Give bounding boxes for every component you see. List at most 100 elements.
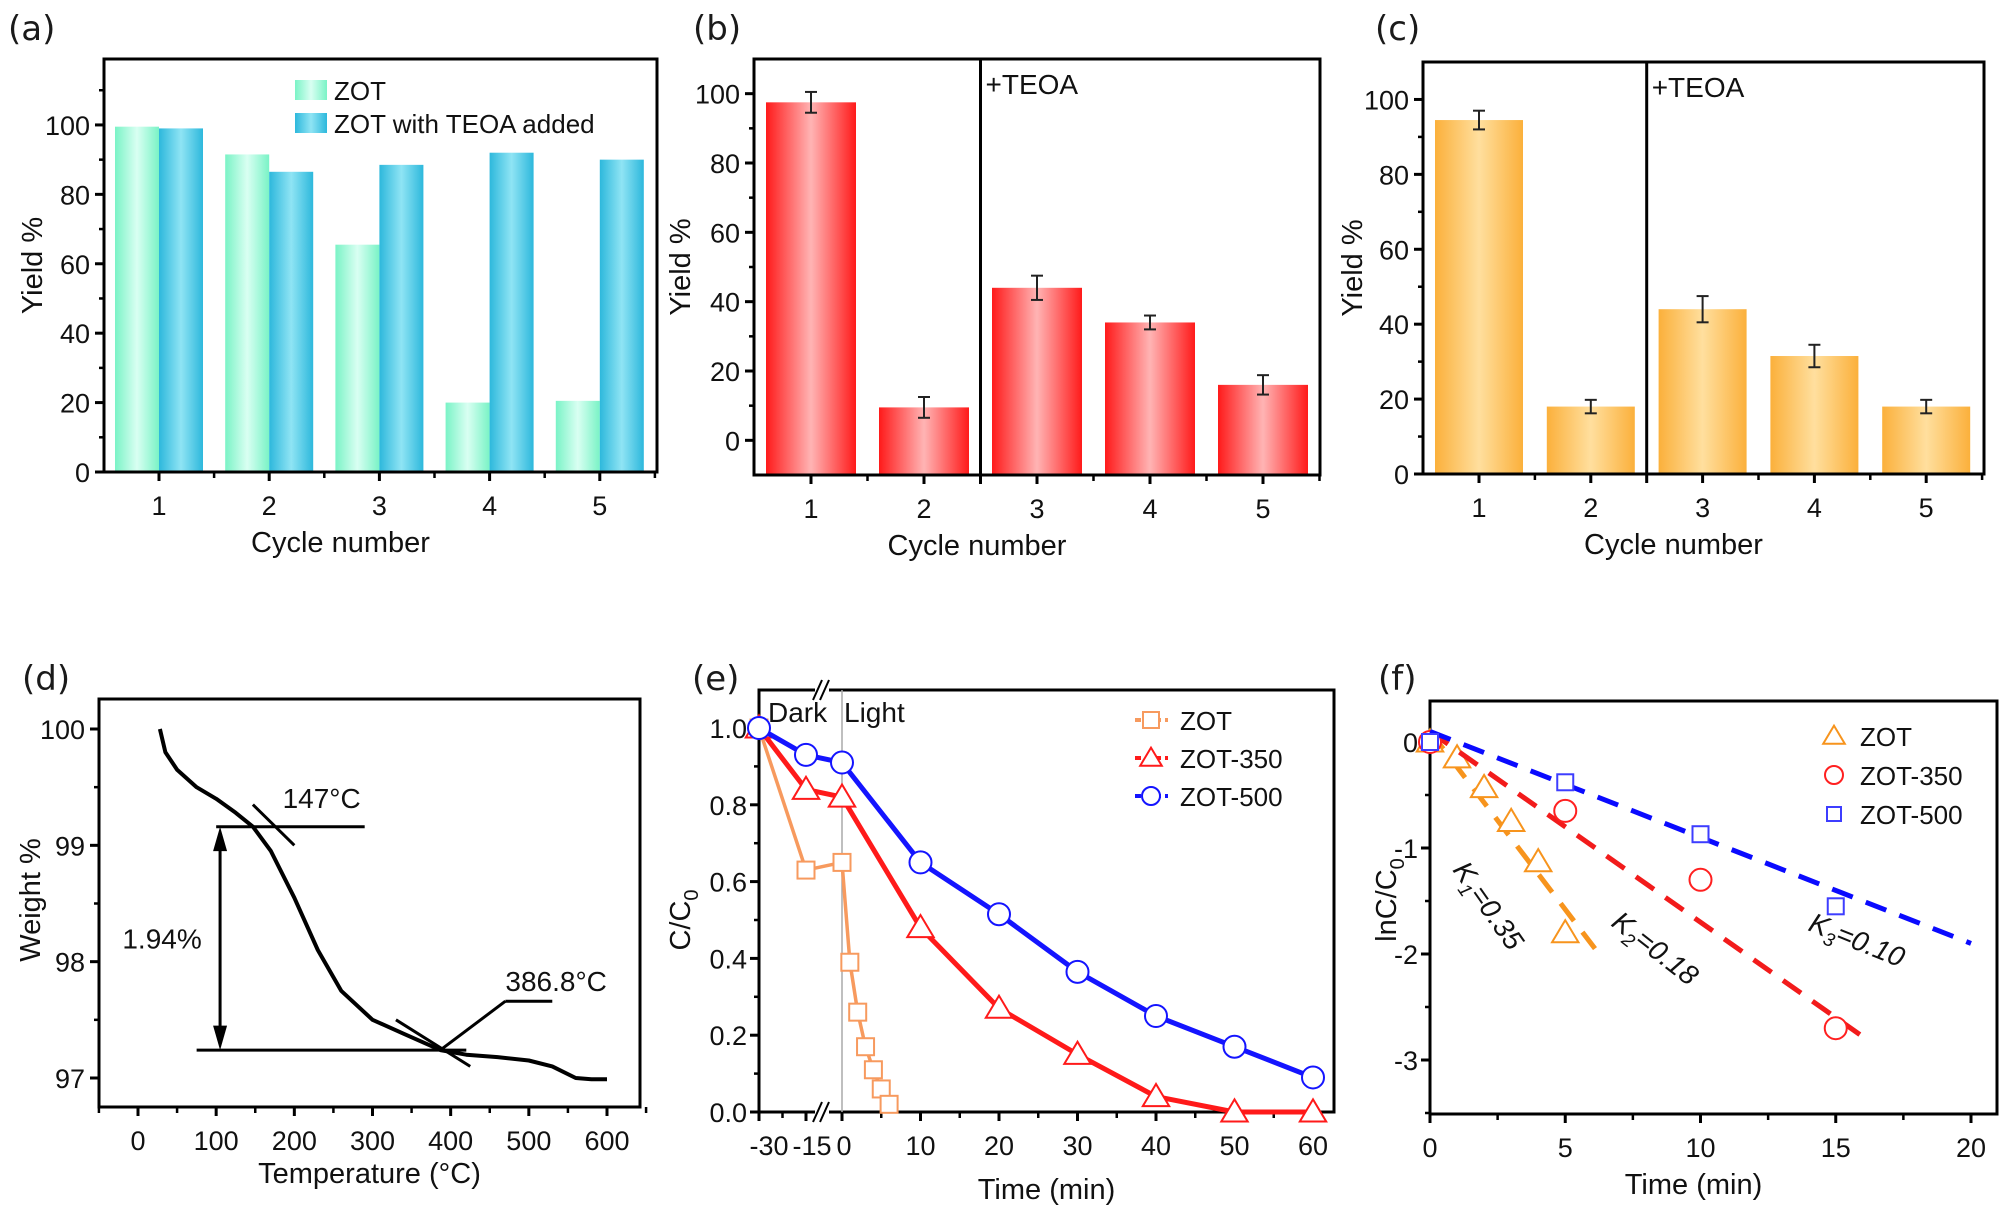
x-tick-label: 1: [1471, 493, 1486, 523]
y-axis-title: Yield %: [1337, 219, 1369, 316]
data-point: [1141, 1082, 1171, 1108]
y-tick-label: 100: [1364, 85, 1409, 115]
x-tick-label: 0: [130, 1126, 145, 1156]
y-tick-label: -1: [1394, 834, 1418, 864]
y-tick-label: 0: [1403, 728, 1418, 758]
x-axis-title: Cycle number: [888, 530, 1067, 562]
panel-label-c: (c): [1375, 9, 1420, 49]
arrow-head-down: [213, 1025, 228, 1051]
x-axis-title: Cycle number: [251, 527, 430, 559]
bar: [1770, 356, 1859, 474]
fit-line: [1428, 729, 1873, 1045]
y-tick-label: 0.8: [709, 791, 747, 821]
data-point: [832, 852, 852, 872]
y-tick-label: 20: [1379, 385, 1409, 415]
x-tick-label: 500: [506, 1126, 551, 1156]
y-tick-label: 100: [695, 80, 740, 110]
panel-d-chart: 97 98 99 100 0 100 200 300 400 500 600 147°C 386.8°C…: [15, 697, 648, 1190]
series-zot-500: [747, 716, 1325, 1090]
x-tick-label: -15: [792, 1131, 831, 1161]
data-point: [984, 993, 1014, 1019]
x-tick-label: 50: [1219, 1131, 1249, 1161]
y-tick-label: 40: [60, 319, 90, 349]
axis-break-mark: [819, 1101, 830, 1123]
y-tick-label: 99: [55, 831, 85, 861]
y-axis-title-subscript: 0: [681, 889, 703, 900]
rate-constant-value: =0.35: [1464, 880, 1530, 956]
legend-label: ZOT-500: [1860, 800, 1963, 830]
legend-marker: [1826, 806, 1842, 822]
bar: [766, 102, 856, 475]
y-tick-label: 0: [725, 426, 740, 456]
bar: [1218, 384, 1308, 475]
bar: [159, 128, 203, 473]
x-tick-label: 600: [584, 1126, 629, 1156]
axis-break-gap: [815, 1108, 829, 1116]
panel-a-chart: 0 20 40 60 80 100 1 2 3 4 5 Cycle number Yield % ZOTZ…: [17, 57, 659, 559]
y-tick-label: -2: [1394, 940, 1418, 970]
y-tick-label: 60: [1379, 235, 1409, 265]
y-axis-title: C/C0: [665, 889, 703, 950]
x-tick-label: 10: [905, 1131, 935, 1161]
legend-label: ZOT: [1860, 722, 1912, 752]
bar: [269, 171, 314, 472]
teoa-annotation: +TEOA: [986, 69, 1079, 100]
plot-frame: [757, 688, 1336, 1114]
x-tick-label: 20: [984, 1131, 1014, 1161]
data-point: [1219, 1097, 1250, 1123]
data-point: [848, 1002, 868, 1022]
y-tick-label: 1.0: [709, 714, 747, 744]
y-tick-label: 0: [75, 458, 90, 488]
plot-frame: [97, 697, 642, 1109]
bar: [1105, 322, 1195, 475]
data-point: [1144, 1004, 1168, 1028]
x-tick-label: 40: [1141, 1131, 1171, 1161]
annotation-weight-loss: 1.94%: [122, 923, 201, 954]
leader-line: [439, 1000, 507, 1052]
tangent-line: [395, 1018, 472, 1068]
y-tick-label: 40: [710, 288, 740, 318]
annotation-onset-temp: 147°C: [283, 783, 361, 814]
plot-frame: [1421, 60, 1986, 476]
x-tick-label: 10: [1685, 1133, 1715, 1163]
panel-label-a: (a): [8, 9, 55, 49]
x-tick-label: 400: [428, 1126, 473, 1156]
x-tick-label: 100: [194, 1126, 239, 1156]
legend-label: ZOT-350: [1180, 744, 1283, 774]
y-tick-label: 100: [45, 111, 90, 141]
axis-break-mark: [819, 679, 830, 701]
y-axis-title-subscript: 0: [1387, 858, 1409, 869]
bar: [992, 287, 1082, 475]
data-point: [796, 860, 816, 880]
data-point: [1298, 1097, 1328, 1123]
bar: [379, 164, 424, 472]
y-axis-title: Yield %: [17, 217, 49, 314]
region-label-dark: Dark: [768, 697, 828, 728]
bar: [335, 244, 380, 472]
y-tick-label: 20: [710, 357, 740, 387]
data-point: [1826, 897, 1845, 916]
x-tick-label: 1: [151, 491, 166, 521]
data-point: [905, 913, 936, 939]
data-point: [830, 750, 854, 775]
y-tick-label: 0.4: [709, 944, 747, 974]
data-point: [1301, 1065, 1325, 1090]
bar: [115, 126, 159, 473]
axis-break-mark: [812, 1101, 823, 1123]
axis-break-gap: [815, 686, 829, 694]
data-point: [863, 1060, 883, 1080]
annotation-end-temp: 386.8°C: [505, 966, 606, 997]
x-tick-label: 5: [1255, 494, 1270, 524]
y-tick-label: 97: [55, 1064, 85, 1094]
data-point: [1523, 847, 1554, 873]
series-zot: [749, 718, 899, 1114]
data-point: [1691, 825, 1710, 844]
x-axis-title: Cycle number: [1584, 529, 1763, 561]
legend-marker: [1821, 723, 1847, 745]
data-point: [1222, 1034, 1247, 1059]
panel-c-chart: 0 20 40 60 80 100 1 2 3 4 5 +TEOA Cycle number Yield …: [1337, 60, 1986, 561]
panel-e-chart: 0.00.20.40.60.81.0-30 -15 0 10 20 30 40 50 60Dar…: [665, 679, 1336, 1206]
y-tick-label: 80: [1379, 160, 1409, 190]
data-point: [987, 902, 1011, 927]
